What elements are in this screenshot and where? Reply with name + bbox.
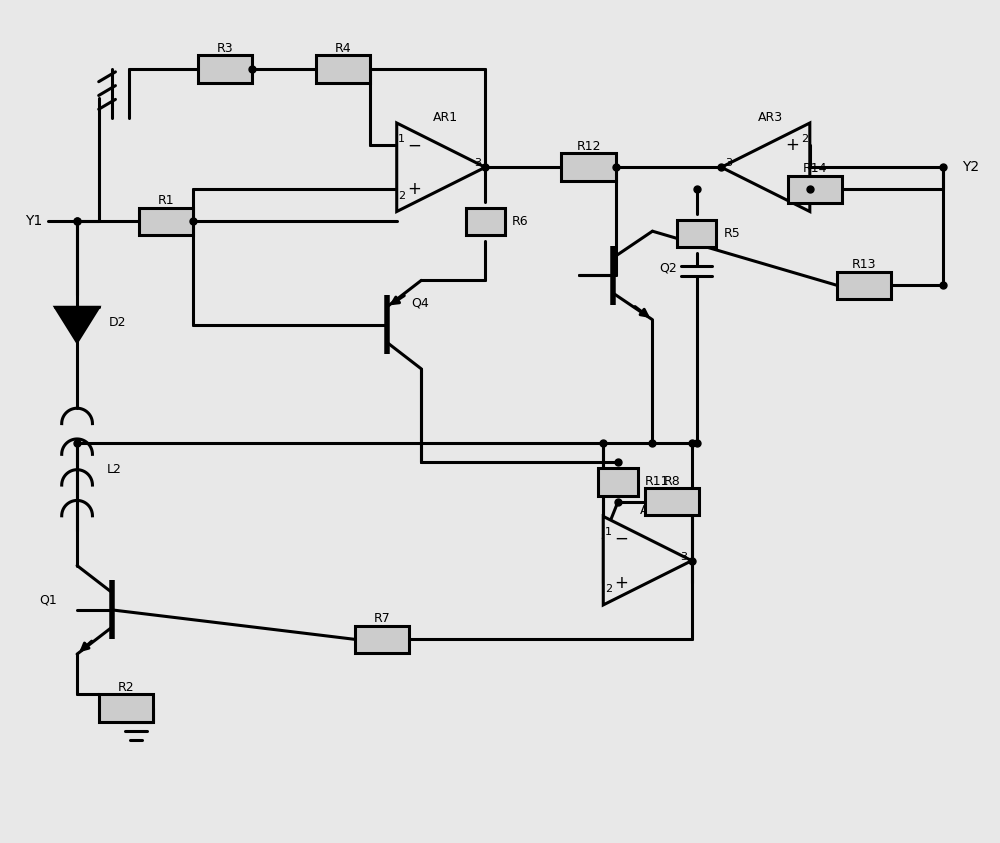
Text: R13: R13 [852, 258, 876, 271]
Text: +: + [407, 180, 421, 198]
Text: 3: 3 [474, 158, 481, 169]
Polygon shape [55, 308, 99, 342]
Text: 2: 2 [398, 191, 405, 201]
Text: Y2: Y2 [962, 160, 979, 175]
Bar [99, 695, 153, 722]
Bar [598, 468, 638, 496]
Text: 1: 1 [398, 134, 405, 144]
Text: AR3: AR3 [758, 110, 783, 124]
Text: R4: R4 [334, 42, 351, 55]
Bar [645, 488, 699, 515]
Text: R12: R12 [576, 140, 601, 153]
Text: 1: 1 [605, 528, 612, 537]
Text: 2: 2 [801, 134, 808, 144]
Text: Q2: Q2 [659, 261, 677, 274]
Text: R5: R5 [723, 227, 740, 240]
Bar [316, 55, 370, 83]
Bar [355, 626, 409, 653]
Text: AR2: AR2 [640, 504, 665, 517]
Text: R2: R2 [118, 681, 135, 694]
Text: +: + [785, 136, 799, 154]
Text: R1: R1 [157, 194, 174, 207]
Text: R11: R11 [645, 475, 669, 488]
Bar [788, 175, 842, 203]
Text: L2: L2 [107, 463, 121, 476]
Text: 3: 3 [726, 158, 733, 169]
Text: Q4: Q4 [411, 297, 429, 309]
Bar [198, 55, 252, 83]
Text: +: + [614, 574, 628, 592]
Text: R8: R8 [664, 475, 680, 487]
Text: −: − [785, 180, 799, 198]
Text: −: − [614, 529, 628, 548]
Bar [677, 220, 716, 247]
Text: Y1: Y1 [25, 214, 43, 228]
Text: R14: R14 [802, 162, 827, 175]
Text: 3: 3 [680, 551, 687, 561]
Bar [139, 207, 193, 235]
Text: AR1: AR1 [433, 110, 458, 124]
Text: −: − [407, 136, 421, 154]
Polygon shape [397, 123, 485, 212]
Bar [837, 271, 891, 299]
Text: 1: 1 [801, 191, 808, 201]
Polygon shape [721, 123, 810, 212]
Text: D2: D2 [109, 316, 126, 329]
Text: R6: R6 [512, 215, 528, 228]
Bar [466, 207, 505, 235]
Bar [561, 153, 616, 181]
Text: R3: R3 [216, 42, 233, 55]
Text: 2: 2 [605, 584, 612, 594]
Text: Q1: Q1 [40, 593, 57, 606]
Polygon shape [603, 517, 692, 605]
Text: R7: R7 [374, 612, 390, 626]
